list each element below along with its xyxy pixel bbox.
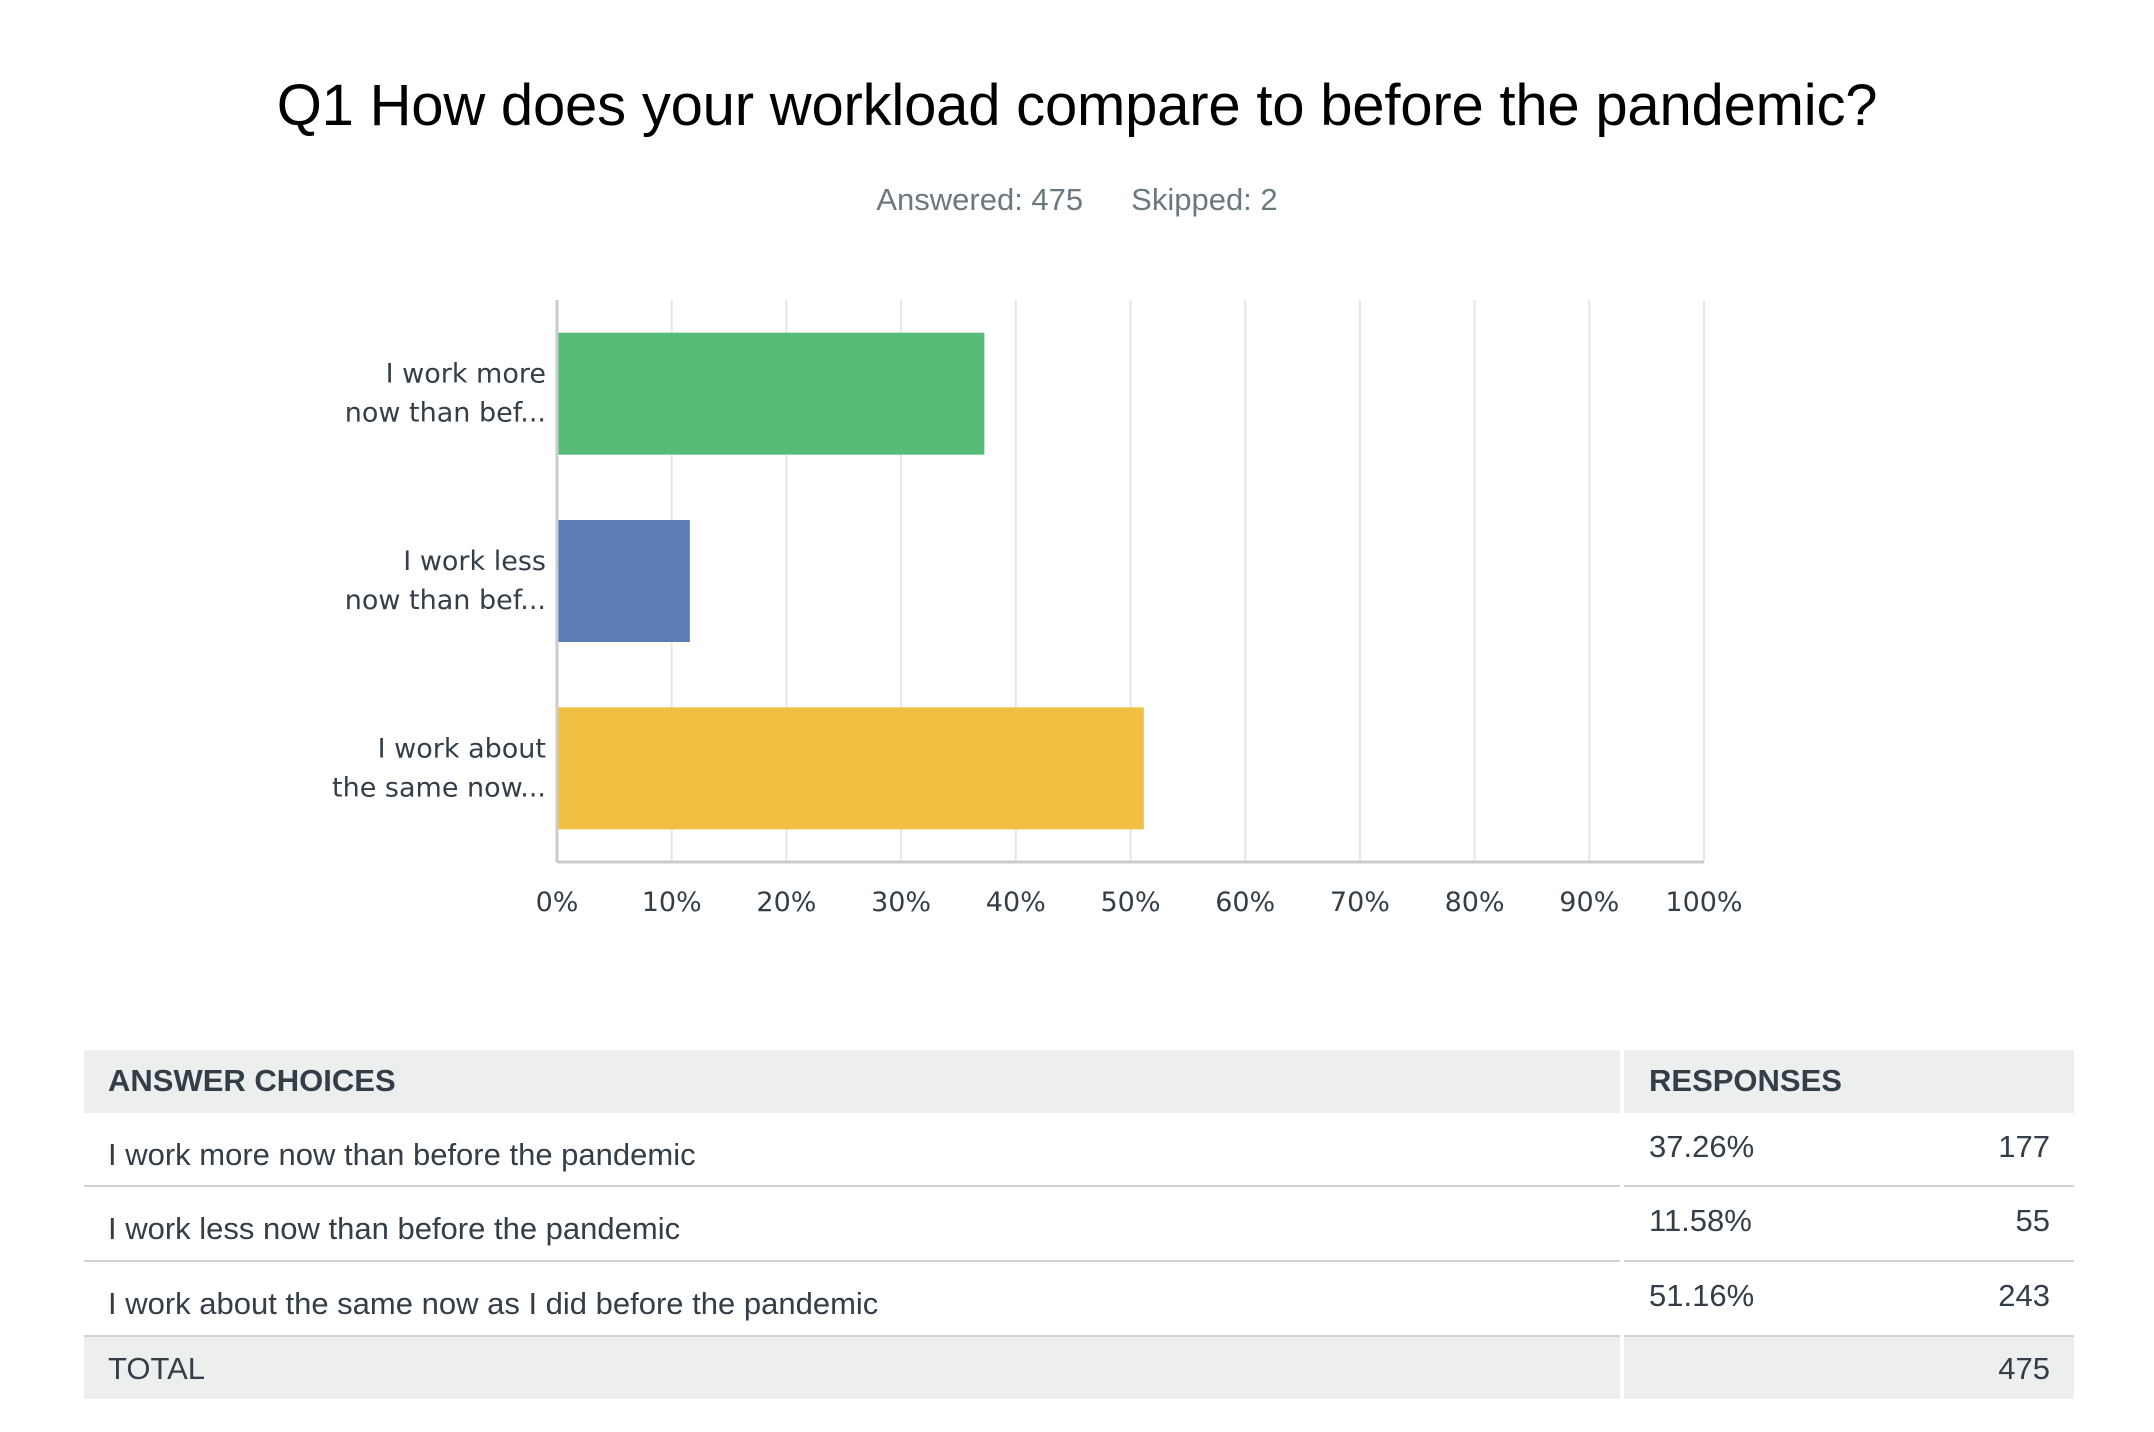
table-row: I work less now than before the pandemic…: [84, 1187, 2074, 1262]
bar: [557, 332, 985, 455]
x-tick-label: 30%: [871, 887, 931, 918]
question-title: Q1 How does your workload compare to bef…: [276, 73, 1878, 138]
table-total-row: TOTAL 475: [84, 1337, 2074, 1399]
bar: [557, 707, 1144, 830]
total-label: TOTAL: [108, 1351, 206, 1386]
table-header-row: ANSWER CHOICES RESPONSES: [84, 1050, 2074, 1113]
response-percent: 11.58%: [1649, 1203, 1752, 1238]
skipped-count: Skipped: 2: [1131, 182, 1278, 217]
answer-choice: I work about the same now as I did befor…: [108, 1286, 879, 1321]
x-tick-label: 20%: [756, 887, 816, 918]
x-tick-label: 0%: [536, 887, 579, 918]
response-percent: 51.16%: [1649, 1278, 1755, 1313]
category-label: now than bef...: [345, 398, 546, 429]
x-tick-label: 70%: [1330, 887, 1390, 918]
answer-choices-header: ANSWER CHOICES: [108, 1063, 396, 1098]
response-count: 55: [2015, 1203, 2050, 1238]
responses-table: ANSWER CHOICES RESPONSES I work more now…: [84, 1050, 2074, 1399]
x-tick-label: 40%: [986, 887, 1046, 918]
response-percent: 37.26%: [1649, 1129, 1755, 1164]
answer-choice: I work less now than before the pandemic: [108, 1211, 681, 1246]
response-count: 177: [1998, 1129, 2050, 1164]
response-count: 243: [1998, 1278, 2050, 1313]
x-tick-label: 60%: [1215, 887, 1275, 918]
total-count: 475: [1998, 1351, 2050, 1386]
table-row: I work more now than before the pandemic…: [84, 1113, 2074, 1187]
category-label: I work less: [403, 546, 546, 577]
x-tick-label: 80%: [1445, 887, 1505, 918]
response-stats: Answered: 475 Skipped: 2: [0, 182, 2154, 218]
x-tick-label: 10%: [642, 887, 702, 918]
x-tick-label: 90%: [1559, 887, 1619, 918]
category-label: the same now...: [332, 772, 546, 803]
category-label: I work about: [378, 733, 546, 764]
bar-chart: 0% 10% 20% 30% 40% 50% 60% 70% 80% 90% 100% I work …: [332, 300, 1743, 918]
bar: [557, 520, 690, 642]
category-label: I work more: [386, 359, 546, 390]
answer-choice: I work more now than before the pandemic: [108, 1137, 696, 1172]
answered-count: Answered: 475: [876, 182, 1084, 217]
responses-header: RESPONSES: [1649, 1063, 1842, 1098]
category-label: now than bef...: [345, 585, 546, 616]
x-tick-label: 50%: [1100, 887, 1160, 918]
x-tick-label: 100%: [1665, 887, 1742, 918]
table-row: I work about the same now as I did befor…: [84, 1262, 2074, 1337]
